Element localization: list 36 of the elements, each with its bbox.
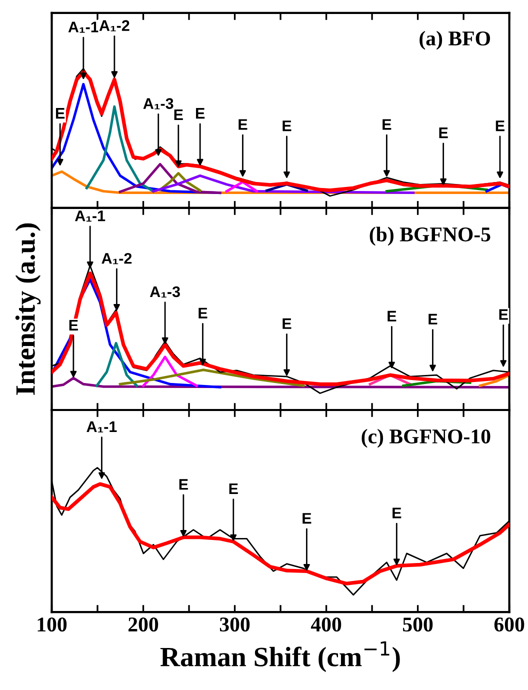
x-tick-label: 400: [310, 617, 342, 632]
x-axis-title: Raman Shift (cm$^{−1}$): [160, 641, 400, 672]
annotation: A₁-2: [102, 253, 132, 264]
annotation: E: [388, 310, 396, 322]
annotation: E: [439, 128, 448, 138]
annotation: E: [229, 483, 238, 494]
annotation: A₁-1: [86, 421, 117, 432]
annotation: E: [179, 479, 188, 490]
x-tick-label: 300: [220, 617, 250, 632]
annotation: E: [198, 308, 208, 318]
chart-title: (b) BGFNO-5: [370, 226, 490, 246]
annotation: E: [382, 119, 392, 130]
annotation: E: [302, 513, 312, 524]
annotation: A₁-1: [68, 22, 98, 33]
annotation: E: [69, 320, 78, 330]
chart-title: (c) BGFNO-10: [362, 428, 490, 448]
annotation: E: [282, 318, 292, 329]
annotation: E: [174, 109, 183, 120]
annotation: A₁-2: [99, 20, 130, 32]
annotation: E: [56, 108, 65, 119]
annotation: E: [282, 120, 292, 132]
x-tick-label: 200: [128, 617, 158, 632]
annotation: E: [238, 119, 248, 130]
x-tick-label: 600: [494, 617, 524, 632]
y-axis-title: Intensity (a.u.): [15, 223, 41, 395]
annotation: E: [428, 314, 438, 324]
annotation: A₁-1: [75, 210, 106, 222]
chart-title: (a) BFO: [420, 30, 490, 50]
annotation: E: [496, 120, 504, 132]
annotation: E: [499, 309, 508, 320]
x-tick-label: 500: [403, 617, 433, 632]
x-tick-label: 100: [38, 617, 67, 632]
annotation: A₁-3: [150, 286, 180, 298]
annotation: E: [392, 508, 402, 518]
annotation: A₁-3: [143, 98, 174, 110]
annotation: E: [196, 108, 205, 119]
